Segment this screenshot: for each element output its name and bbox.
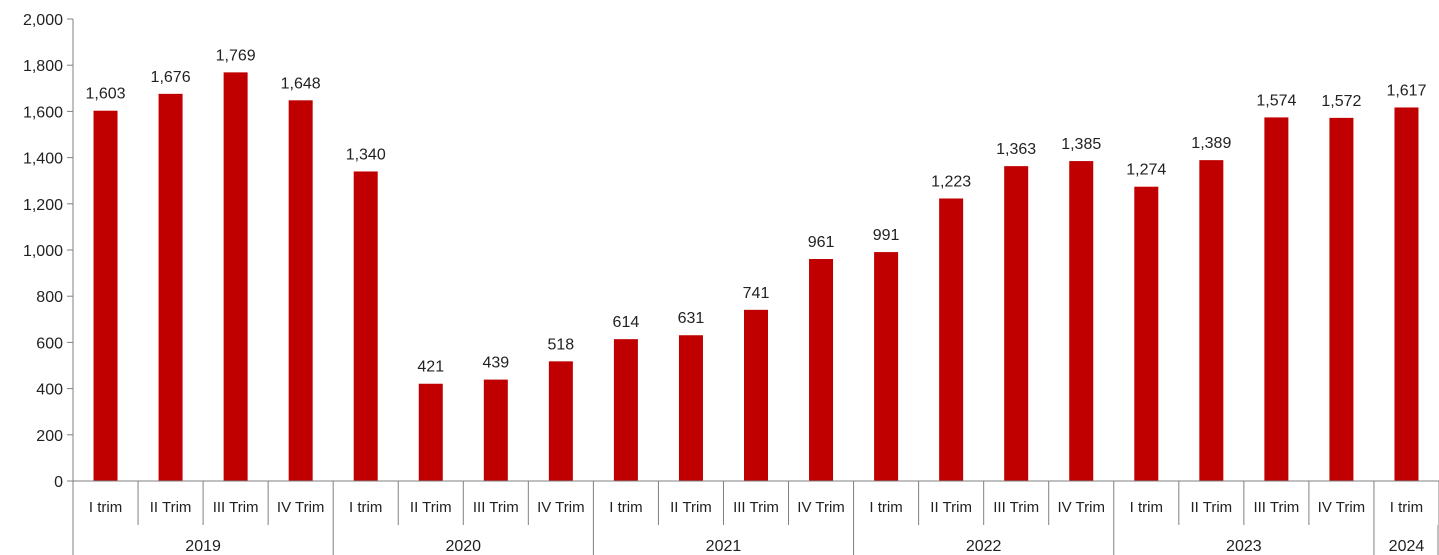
x-category-label: II Trim (150, 499, 192, 516)
bar (1134, 186, 1159, 481)
bar-value-label: 631 (678, 310, 705, 327)
x-category-label: II Trim (1190, 499, 1232, 516)
bar (1329, 117, 1354, 482)
bar (874, 252, 899, 481)
x-category-label: I trim (609, 499, 642, 516)
bar-value-label: 1,389 (1191, 135, 1231, 152)
bar (613, 339, 638, 481)
x-category-label: II Trim (930, 499, 972, 516)
x-category-label: I trim (1130, 499, 1163, 516)
bar (353, 171, 378, 481)
bar (418, 383, 443, 481)
bar (483, 379, 508, 481)
bar-value-label: 1,769 (216, 47, 256, 64)
x-group-label: 2021 (706, 538, 742, 555)
bar (1069, 161, 1094, 481)
x-category-label: III Trim (993, 499, 1039, 516)
x-category-label: I trim (869, 499, 902, 516)
bar (93, 110, 118, 481)
x-category-label: II Trim (670, 499, 712, 516)
y-tick-label: 800 (36, 289, 63, 306)
y-tick-label: 200 (36, 428, 63, 445)
x-group-label: 2020 (445, 538, 481, 555)
x-category-label: III Trim (473, 499, 519, 516)
bar (1199, 160, 1224, 482)
bar (288, 100, 313, 481)
x-category-label: I trim (349, 499, 382, 516)
x-category-label: II Trim (410, 499, 452, 516)
bar-value-label: 1,385 (1061, 136, 1101, 153)
bar-value-label: 1,574 (1256, 92, 1296, 109)
x-axis: I trim II Trim III Trim IV Trim I trim II Tri… (72, 480, 1439, 555)
y-tick-label: 1,800 (23, 58, 63, 75)
x-category-label: I trim (1390, 499, 1423, 516)
bar-value-label: 1,572 (1321, 93, 1361, 110)
x-group-label: 2019 (185, 538, 221, 555)
y-tick-label: 600 (36, 335, 63, 352)
bar (223, 72, 248, 482)
bar-value-label: 1,363 (996, 141, 1036, 158)
bar-value-label: 421 (417, 359, 444, 376)
bar-value-label: 1,223 (931, 173, 971, 190)
bar-value-label: 1,617 (1386, 82, 1426, 99)
bar-value-label: 741 (743, 285, 770, 302)
bar (939, 198, 964, 481)
y-tick-label: 0 (54, 474, 63, 491)
y-tick-label: 1,400 (23, 151, 63, 168)
bars: 1,603 1,676 1,769 1,648 1,340 421 439 518 614 631… (86, 47, 1427, 482)
bar (1004, 166, 1029, 481)
bar (158, 93, 183, 482)
bar-value-label: 961 (808, 234, 835, 251)
x-category-label: IV Trim (1057, 499, 1105, 516)
y-tick-label: 1,000 (23, 243, 63, 260)
y-tick-label: 2,000 (23, 12, 63, 29)
bar (1394, 107, 1419, 482)
bar-value-label: 1,340 (346, 146, 386, 163)
bar-value-label: 1,648 (281, 75, 321, 92)
bar-value-label: 439 (482, 355, 509, 372)
bar-value-label: 1,603 (86, 86, 126, 103)
x-group-label: 2024 (1389, 538, 1425, 555)
bar-value-label: 1,676 (151, 69, 191, 86)
x-category-label: III Trim (213, 499, 259, 516)
bar-value-label: 1,274 (1126, 162, 1166, 179)
x-category-label: I trim (89, 499, 122, 516)
x-category-label: III Trim (733, 499, 779, 516)
y-tick-label: 1,200 (23, 197, 63, 214)
bar (1264, 117, 1289, 481)
x-group-label: 2022 (966, 538, 1002, 555)
bar (809, 259, 834, 481)
bar-value-label: 614 (613, 314, 640, 331)
x-category-label: IV Trim (277, 499, 325, 516)
bar (744, 309, 768, 481)
bar-value-label: 991 (873, 227, 900, 244)
y-tick-label: 400 (36, 382, 63, 399)
x-category-label: IV Trim (1318, 499, 1366, 516)
x-group-label: 2023 (1226, 538, 1262, 555)
bar (548, 361, 573, 481)
bar (678, 335, 703, 481)
bar-value-label: 518 (548, 336, 575, 353)
x-category-label: IV Trim (797, 499, 845, 516)
y-tick-label: 1,600 (23, 104, 63, 121)
x-category-label: IV Trim (537, 499, 585, 516)
y-axis: 0 200 400 600 800 1,000 1,200 1,400 1,600 1,800 2,… (23, 12, 74, 491)
x-category-label: III Trim (1253, 499, 1299, 516)
